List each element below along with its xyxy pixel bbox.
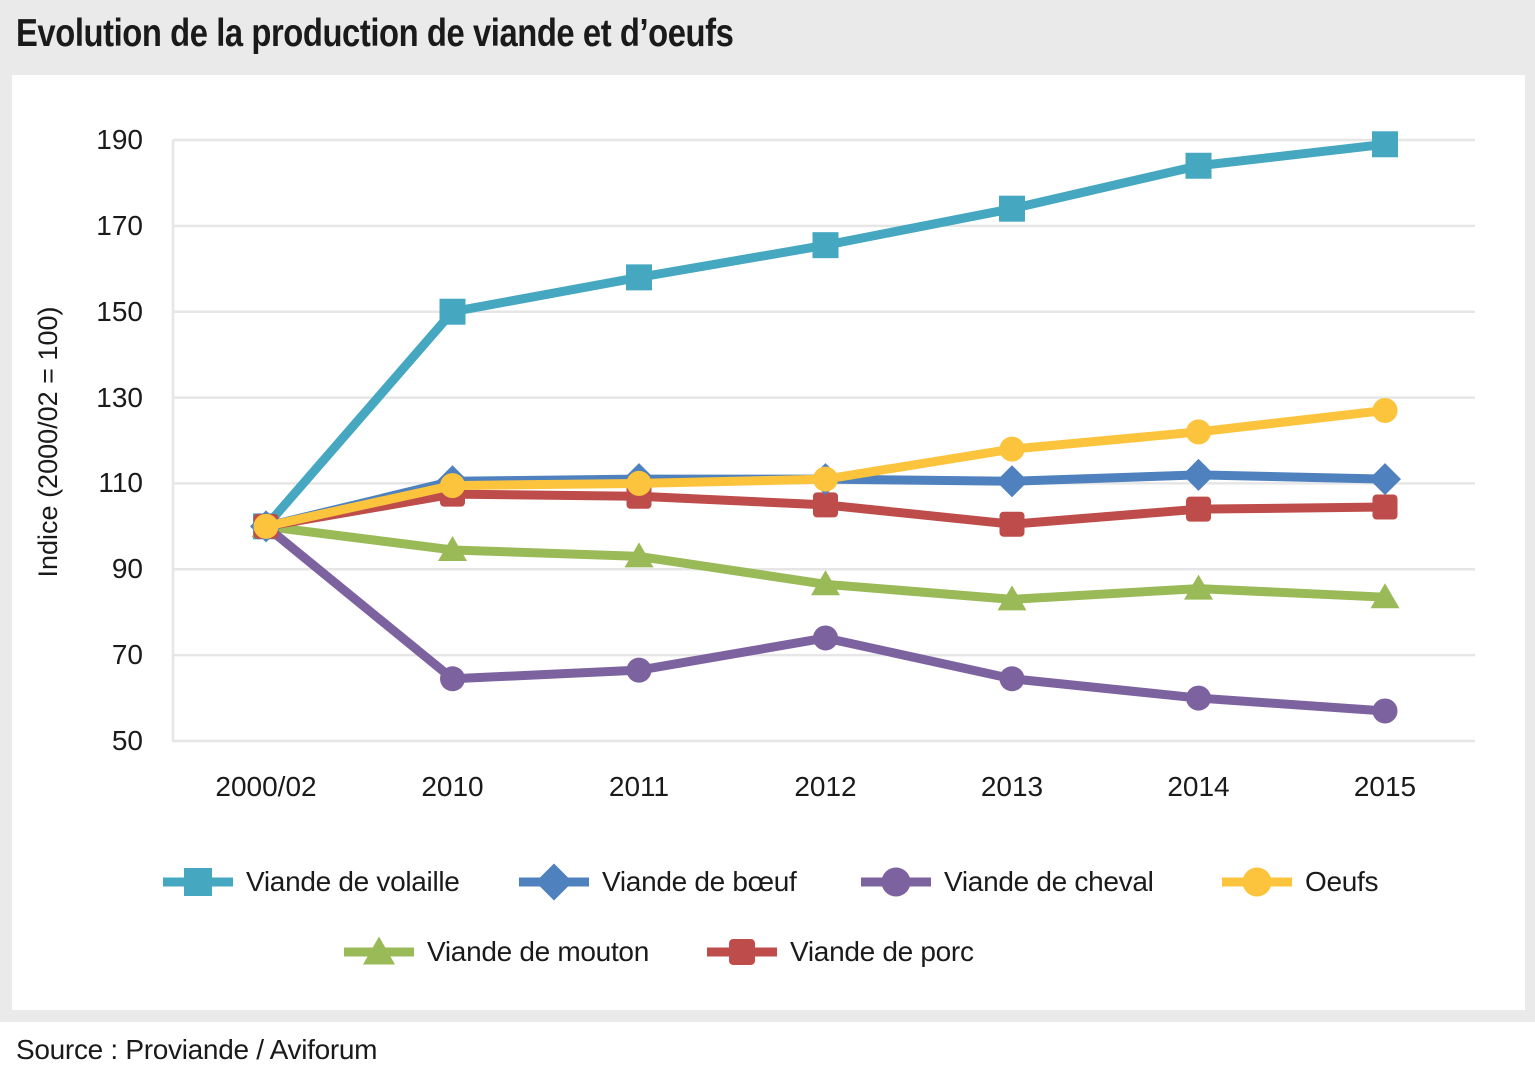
legend-swatch-viande-de-volaille: [163, 868, 233, 896]
series-marker-square-rounded: [1186, 496, 1211, 522]
series-marker-square: [1185, 152, 1212, 179]
gridlines: [171, 138, 1475, 743]
y-axis-title: Indice (2000/02 = 100): [33, 306, 63, 578]
series-marker-triangle: [811, 570, 840, 596]
series-marker-square-rounded: [813, 492, 838, 518]
legend-label: Viande de mouton: [427, 936, 649, 967]
series-line: [263, 522, 1386, 716]
source-caption: Source : Proviande / Aviforum: [16, 1034, 378, 1065]
legend-swatch-viande-de-boeuf: [519, 863, 589, 901]
series-marker-square-rounded: [729, 939, 755, 965]
series-marker-square-rounded: [1372, 494, 1398, 520]
series-marker-square-rounded: [999, 511, 1025, 537]
series-oeufs: [253, 397, 1398, 539]
chart-title: Evolution de la production de viande et …: [16, 12, 734, 55]
series-marker-circle: [1372, 698, 1398, 724]
series-marker-square: [999, 195, 1025, 222]
series-marker-circle: [999, 666, 1025, 692]
series-marker-circle: [881, 867, 911, 897]
series-marker-square: [626, 264, 652, 291]
series-marker-circle: [813, 466, 838, 492]
legend-label: Viande de bœuf: [602, 866, 797, 897]
series-marker-triangle: [624, 542, 654, 568]
chart-panel: [12, 75, 1525, 1010]
legend-item-viande-de-boeuf: Viande de bœuf: [518, 860, 797, 904]
legend-label: Viande de porc: [790, 936, 974, 967]
legend-swatch-oeufs: [1222, 867, 1292, 897]
legend-label: Oeufs: [1305, 866, 1379, 897]
series-marker-circle: [1242, 867, 1272, 897]
legend-swatch-viande-de-mouton: [344, 936, 414, 965]
series-marker-triangle: [438, 535, 467, 561]
legend-label: Viande de volaille: [246, 866, 460, 897]
legend-item-viande-de-porc: Viande de porc: [706, 930, 974, 974]
series-marker-triangle: [363, 936, 395, 965]
legend-item-viande-de-volaille: Viande de volaille: [162, 860, 460, 904]
series-marker-circle: [626, 657, 652, 683]
series-marker-triangle: [997, 585, 1027, 611]
series-marker-diamond: [1369, 463, 1401, 496]
series-marker-circle: [626, 470, 652, 496]
series-marker-diamond: [1182, 458, 1215, 491]
series-marker-square: [1372, 131, 1398, 158]
series-marker-square: [812, 232, 839, 259]
series-marker-circle: [1186, 685, 1211, 711]
legend-label: Viande de cheval: [944, 866, 1154, 897]
legend-swatch-viande-de-porc: [707, 939, 777, 965]
series-viande-de-mouton: [251, 512, 1400, 611]
series-marker-triangle: [1370, 583, 1400, 609]
legend-item-viande-de-cheval: Viande de cheval: [860, 860, 1154, 904]
series-marker-circle: [813, 625, 838, 651]
series-marker-circle: [440, 666, 465, 692]
series-marker-square: [439, 298, 466, 325]
legend-swatch-viande-de-cheval: [861, 867, 931, 897]
series-marker-triangle: [1184, 574, 1213, 600]
series-marker-square: [184, 868, 212, 896]
series-marker-circle: [440, 473, 465, 499]
series-marker-diamond: [996, 465, 1028, 498]
legend-item-oeufs: Oeufs: [1221, 860, 1379, 904]
series-marker-circle: [1372, 397, 1398, 423]
series-marker-diamond: [535, 863, 573, 901]
series-marker-circle: [1186, 419, 1211, 445]
series-marker-circle: [253, 513, 279, 539]
legend-item-viande-de-mouton: Viande de mouton: [343, 930, 649, 974]
series-marker-circle: [999, 436, 1025, 462]
